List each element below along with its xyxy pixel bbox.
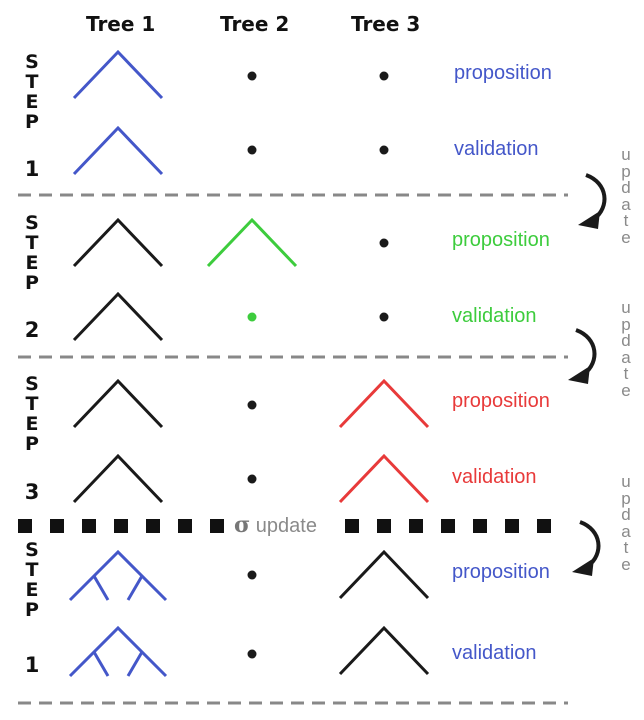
update-arrow-3 [579, 520, 601, 568]
step2-row2-tree3-dot [379, 312, 389, 322]
update-arrow-2 [575, 328, 597, 376]
step-letter: E [25, 579, 39, 601]
step-number: 2 [24, 318, 40, 342]
step2-validation-label: validation [452, 305, 537, 327]
step4-row2-tree1-big-tree [68, 625, 168, 678]
update-letter: e [621, 554, 631, 574]
step3-proposition-label: proposition [452, 390, 550, 412]
step4-row2-tree1-big-tree-right-branch [126, 651, 144, 677]
update-letter: a [621, 194, 631, 214]
step2-row2-tree1-caret [72, 291, 164, 342]
update-letter: u [621, 145, 631, 164]
step3-validation-label: validation [452, 466, 537, 488]
step4-row2-tree2-dot [247, 649, 257, 659]
step1-row1-tree2-dot [247, 71, 257, 81]
step-letter: P [25, 433, 39, 455]
step-letter: P [25, 111, 39, 133]
header-tree-1: Tree 1 [86, 12, 156, 36]
update-letter: p [621, 314, 631, 334]
step3-row1-tree1-caret [72, 378, 164, 429]
step4-validation-label: validation [452, 642, 537, 664]
sigma-update-label: σ update [234, 512, 317, 538]
step3-row2-tree3-caret [338, 453, 430, 504]
update-letter: t [623, 364, 629, 383]
step2-row1-tree3-dot [379, 238, 389, 248]
step-letter: S [25, 51, 39, 73]
step2-proposition-label: proposition [452, 229, 550, 251]
step1-row2-tree3-dot [379, 145, 389, 155]
step-letter: S [25, 539, 39, 561]
step1-row1-tree3-dot [379, 71, 389, 81]
update-letter: t [623, 211, 629, 230]
step4-row1-tree1-big-tree-right-branch [126, 575, 144, 601]
step1-row1-tree1-caret [72, 49, 164, 100]
step-letter: T [25, 232, 39, 254]
step-letter: P [25, 599, 39, 621]
step2-row1-tree1-caret [72, 217, 164, 268]
step4-row1-tree1-big-tree [68, 549, 168, 602]
step2-row2-tree2-dot [247, 312, 257, 322]
update-arrow-1 [585, 173, 607, 221]
step-letter: E [25, 91, 39, 113]
update-letter: d [621, 331, 631, 350]
update-letter: t [623, 538, 629, 557]
update-arrow-2-head [568, 366, 590, 384]
update-letter: e [621, 227, 631, 247]
step4-row2-tree1-big-tree-left-branch [92, 651, 110, 677]
step2-row1-tree2-caret [206, 217, 298, 268]
update-arrow-1-head [578, 211, 600, 229]
header-tree-2: Tree 2 [220, 12, 290, 36]
sigma-symbol: σ [234, 512, 251, 538]
step-number: 1 [24, 653, 40, 677]
update-letter: a [621, 347, 631, 367]
step-letter: T [25, 559, 39, 581]
step4-row1-tree3-caret [338, 549, 430, 600]
step1-validation-label: validation [454, 138, 539, 160]
update-letter: p [621, 488, 631, 508]
update-arrow-3-head [572, 558, 594, 576]
update-letter: u [621, 298, 631, 317]
update-letter: d [621, 505, 631, 524]
step-number: 3 [24, 480, 40, 504]
step-letter: P [25, 272, 39, 294]
step3-row1-tree3-caret [338, 378, 430, 429]
step-letter: E [25, 252, 39, 274]
step-letter: S [25, 373, 39, 395]
step3-row1-tree2-dot [247, 400, 257, 410]
step-number: 1 [24, 157, 40, 181]
step-letter: T [25, 393, 39, 415]
step1-proposition-label: proposition [454, 62, 552, 84]
step4-row1-tree2-dot [247, 570, 257, 580]
update-letter: p [621, 161, 631, 181]
step4-row2-tree3-caret [338, 625, 430, 676]
step1-row2-tree2-dot [247, 145, 257, 155]
update-letter: e [621, 380, 631, 400]
update-letter: d [621, 178, 631, 197]
sigma-update-text: update [255, 515, 317, 537]
step-letter: S [25, 212, 39, 234]
update-letter: a [621, 521, 631, 541]
update-letter: u [621, 472, 631, 491]
step3-row2-tree2-dot [247, 474, 257, 484]
step4-proposition-label: proposition [452, 561, 550, 583]
step-letter: E [25, 413, 39, 435]
header-tree-3: Tree 3 [351, 12, 421, 36]
step-letter: T [25, 71, 39, 93]
step4-row1-tree1-big-tree-left-branch [92, 575, 110, 601]
step1-row2-tree1-caret [72, 125, 164, 176]
step3-row2-tree1-caret [72, 453, 164, 504]
